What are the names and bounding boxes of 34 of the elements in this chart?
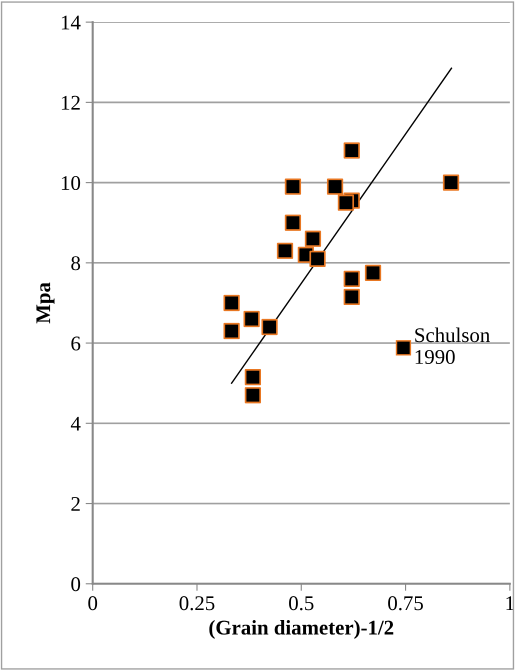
- point: [344, 288, 360, 306]
- point: [442, 174, 460, 191]
- legend-label: Schulson 1990: [415, 328, 490, 364]
- point: [276, 242, 294, 259]
- point: [344, 142, 360, 159]
- y-tick-label: 14: [62, 16, 81, 30]
- point: [304, 230, 322, 247]
- point: [223, 294, 240, 312]
- y-axis-title: Mpa: [36, 282, 55, 324]
- point: [244, 387, 262, 404]
- x-axis-title: (Grain diameter)-1/2: [209, 620, 394, 639]
- y-tick-label: 0: [71, 577, 80, 592]
- point: [284, 214, 302, 231]
- x-tick-label: 0.5: [289, 596, 314, 610]
- point: [344, 270, 360, 288]
- x-tick-label: 0: [88, 596, 98, 610]
- y-tick-label: 2: [71, 496, 80, 511]
- point: [244, 369, 262, 386]
- x-tick-label: 0.75: [388, 596, 423, 610]
- point: [284, 178, 302, 195]
- y-tick-label: 8: [71, 256, 80, 270]
- point: [364, 264, 382, 281]
- x-tick-label: 0.25: [180, 596, 214, 610]
- point: [338, 194, 354, 211]
- y-tick-label: 12: [62, 96, 80, 110]
- y-tick-label: 6: [71, 336, 80, 351]
- y-tick-label: 10: [62, 176, 80, 190]
- point: [261, 318, 278, 336]
- x-tick-label: 1: [506, 596, 514, 610]
- point: [326, 178, 344, 195]
- y-tick-label: 4: [70, 416, 81, 431]
- point: [223, 322, 240, 340]
- point: [244, 310, 260, 328]
- point: [309, 250, 326, 267]
